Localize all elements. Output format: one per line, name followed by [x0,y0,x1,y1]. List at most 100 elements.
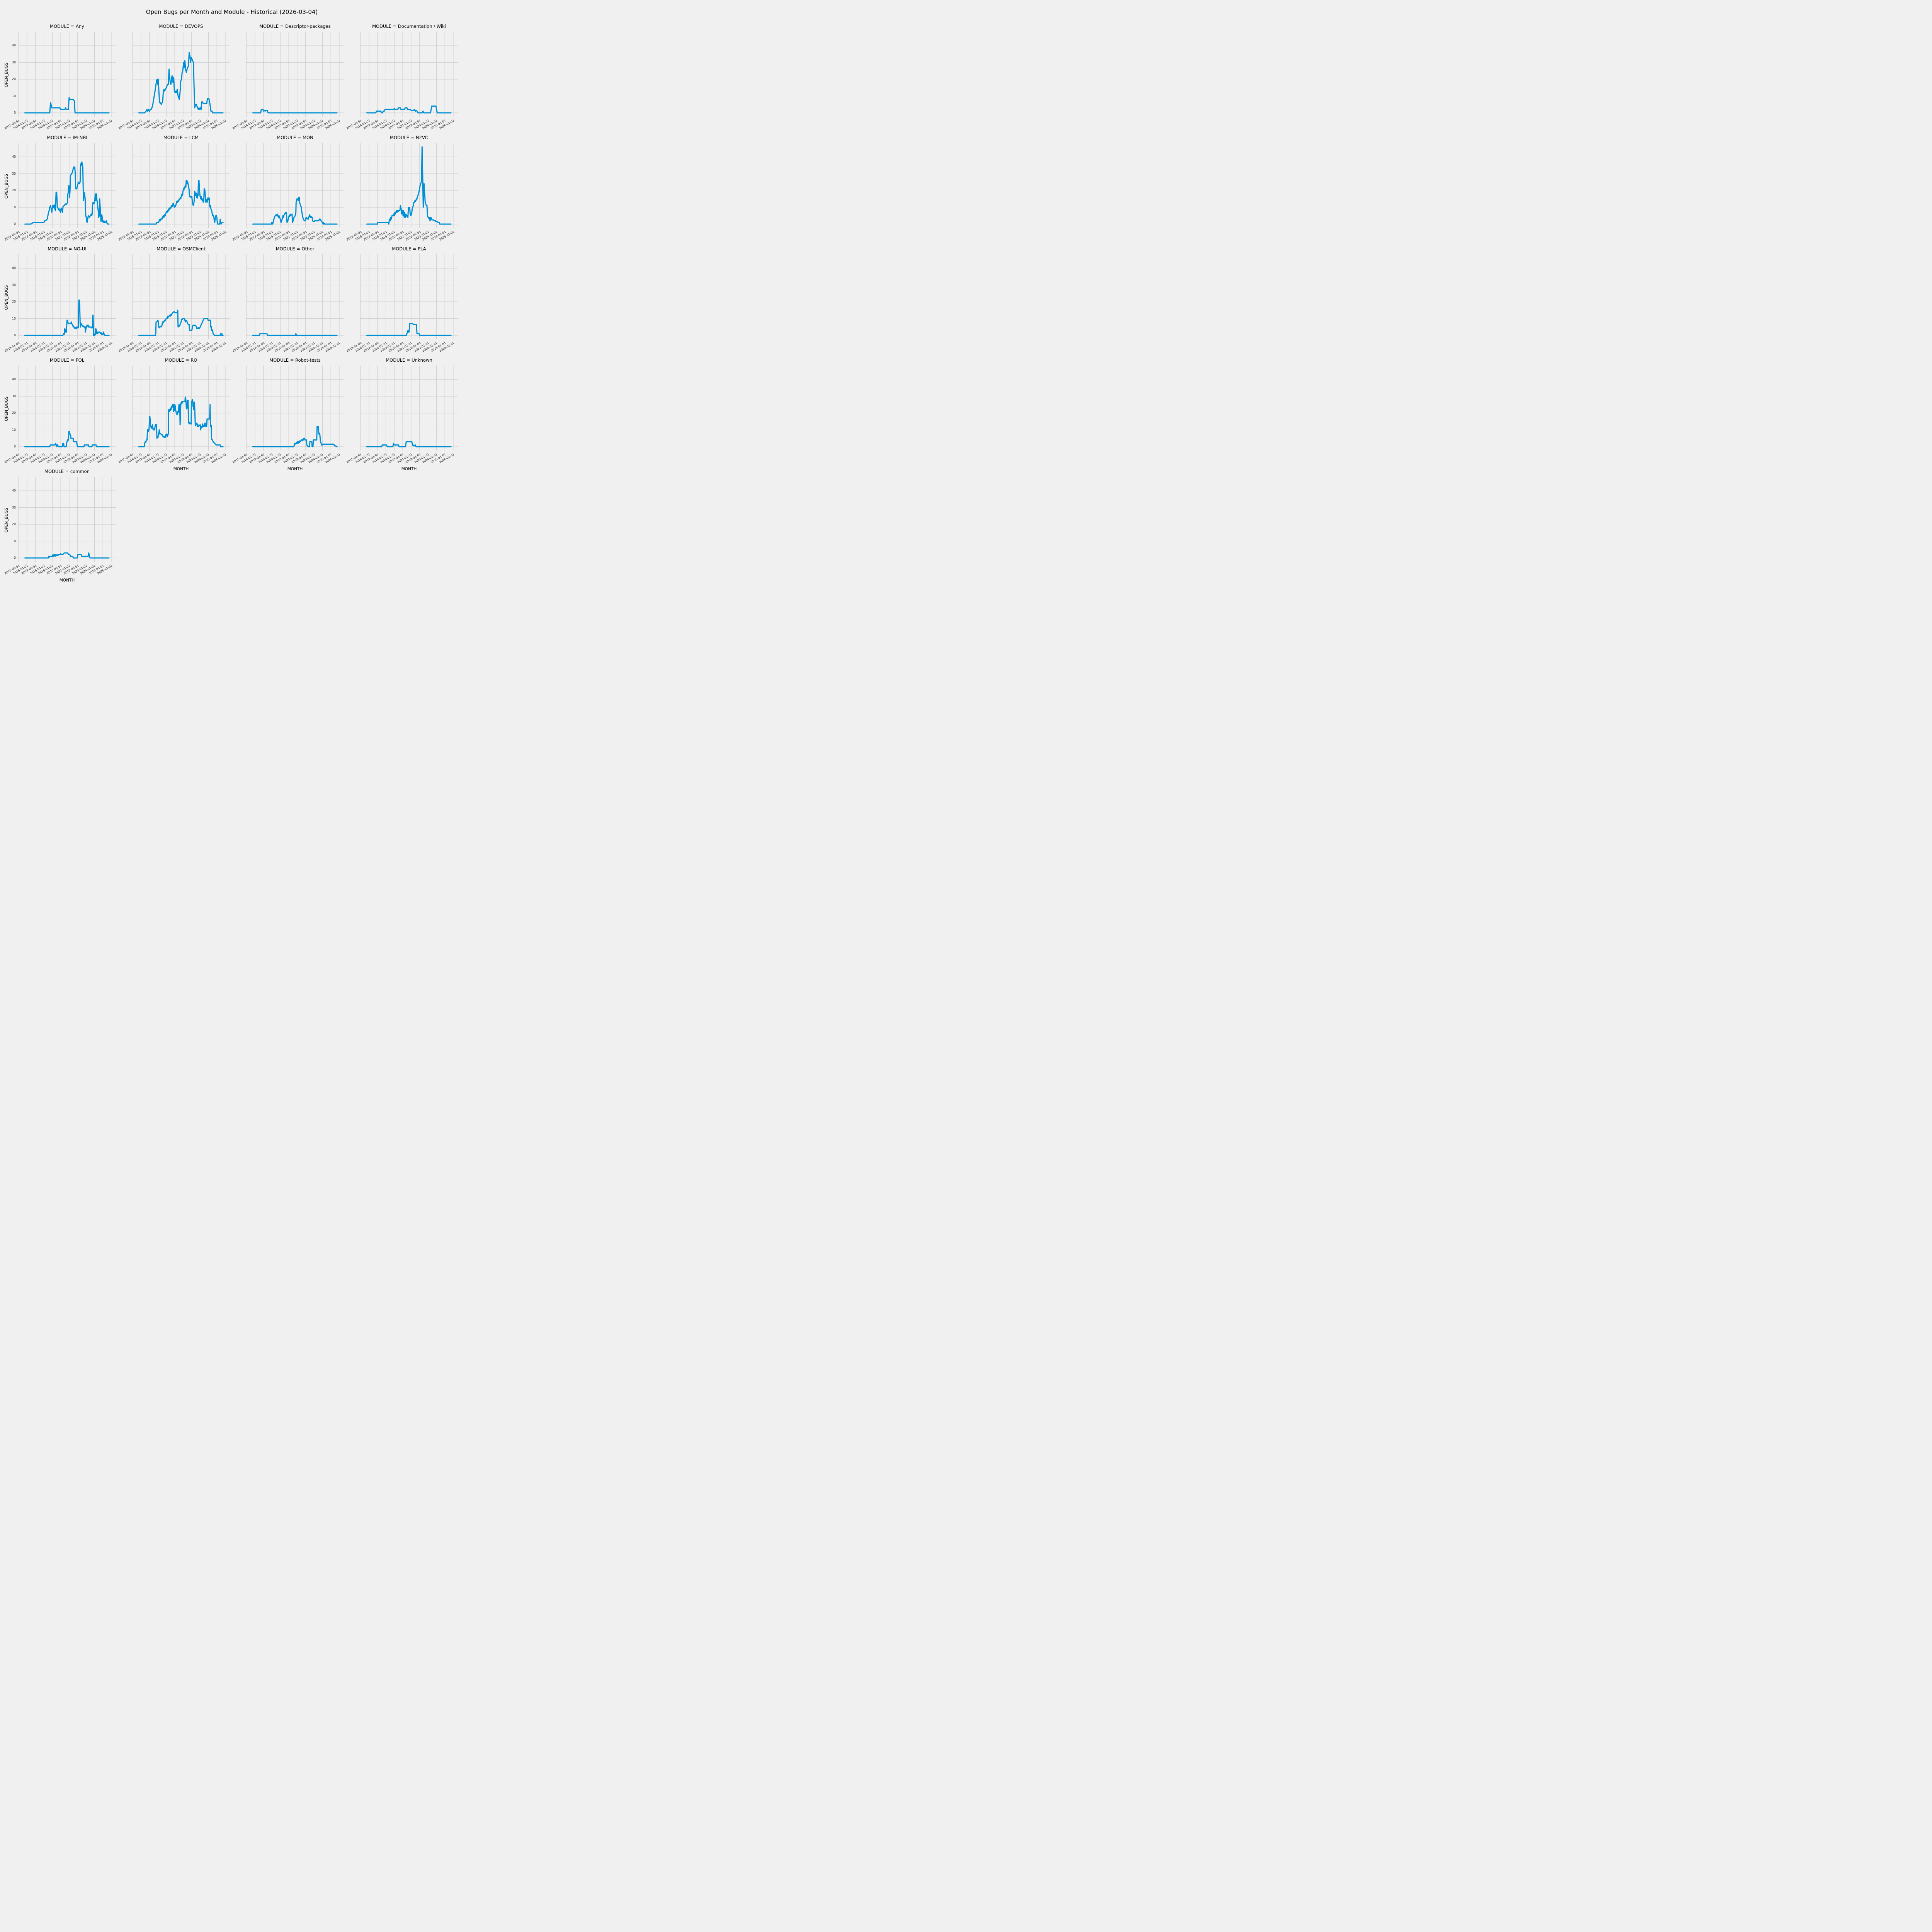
line-chart-MON [246,143,344,228]
y-tick-label: 40 [12,44,16,48]
y-axis-label: OPEN_BUGS [4,507,9,532]
line-chart-IM-NBI [18,143,116,228]
y-tick-label: 10 [12,316,16,320]
subplot-title: MODULE = PLA [392,246,426,252]
line-chart-OSMClient [132,254,230,339]
gridlines [246,143,344,228]
line-chart-Descriptor-packages [246,32,344,117]
line-chart-RO [132,366,230,451]
subplot-RO: MODULE = RO 2015-01-01 2016-01-01 2017-01-0… [118,357,230,471]
y-tick-label: 40 [12,489,16,493]
y-tick-label: 20 [12,189,16,192]
y-tick-label: 20 [12,522,16,526]
x-axis-label: MONTH [287,467,303,471]
series-line [252,426,338,447]
line-chart-common [18,477,116,562]
series-line [138,310,224,336]
subplot-POL: MODULE = POL 2015-01-01 2016-01-01 2017-01-… [4,357,116,464]
y-axis-label: OPEN_BUGS [4,285,9,310]
subplot-PLA: MODULE = PLA 2015-01-01 2016-01-01 2017-01-… [346,246,458,353]
gridlines [18,32,116,117]
subplot-title: MODULE = DEVOPS [159,24,203,29]
y-tick-label: 30 [12,60,16,64]
y-tick-label: 20 [12,77,16,81]
subplot-title: MODULE = N2VC [390,135,428,140]
series-line [366,105,452,114]
subplot-title: MODULE = RO [165,357,197,363]
subplot-title: MODULE = Any [50,24,84,29]
figure-title: Open Bugs per Month and Module - Histori… [146,9,318,15]
line-chart-Other [246,254,344,339]
line-chart-Unknown [360,366,458,451]
series-line [366,323,452,336]
y-tick-label: 0 [14,222,16,226]
y-tick-label: 20 [12,300,16,303]
x-axis-label: MONTH [59,578,75,583]
subplot-title: MODULE = LCM [163,135,199,140]
series-line [366,441,452,447]
line-chart-Documentation / Wiki [360,32,458,117]
y-tick-label: 30 [12,505,16,509]
subplot-title: MODULE = POL [49,357,85,363]
line-chart-DEVOPS [132,32,230,117]
y-axis-label: OPEN_BUGS [4,396,9,421]
y-tick-label: 30 [12,172,16,175]
series-line [24,431,110,447]
x-axis-label: MONTH [173,467,189,471]
subplot-Unknown: MODULE = Unknown 2015-01-01 2016-01-01 2017… [346,357,458,471]
gridlines [246,32,344,117]
subplot-title: MODULE = Documentation / Wiki [372,24,446,29]
series-line [252,196,338,225]
line-chart-NG-UI [18,254,116,339]
gridlines [18,477,116,562]
gridlines [18,143,116,228]
subplot-IM-NBI: MODULE = IM-NBI 2015-01-01 2016-01-01 2017-… [4,135,116,242]
subplot-title: MODULE = Robot-tests [269,357,321,363]
y-axis-label: OPEN_BUGS [4,62,9,87]
subplot-NG-UI: MODULE = NG-UI 2015-01-01 2016-01-01 2017-0… [4,246,116,353]
y-tick-label: 10 [12,539,16,543]
y-tick-label: 20 [12,411,16,415]
subplot-title: MODULE = NG-UI [48,246,87,252]
subplot-LCM: MODULE = LCM 2015-01-01 2016-01-01 2017-01-… [118,135,230,242]
gridlines [132,366,230,451]
y-tick-label: 40 [12,155,16,159]
series-line [252,109,338,114]
gridlines [246,366,344,451]
subplot-Robot-tests: MODULE = Robot-tests 2015-01-01 2016-01-01… [232,357,344,471]
gridlines [360,366,458,451]
subplot-common: MODULE = common 2015-01-01 2016-01-01 2017-… [4,469,116,583]
gridlines [132,32,230,117]
series-line [24,299,110,336]
y-tick-label: 10 [12,428,16,432]
subplot-title: MODULE = Other [276,246,315,252]
subplot-title: MODULE = MON [277,135,313,140]
subplot-OSMClient: MODULE = OSMClient 2015-01-01 2016-01-01 20… [118,246,230,353]
subplot-title: MODULE = OSMClient [156,246,206,252]
series-line [24,552,110,559]
gridlines [132,254,230,339]
line-chart-Robot-tests [246,366,344,451]
series-line [366,146,452,225]
series-line [252,333,338,336]
line-chart-Any [18,32,116,117]
subplot-N2VC: MODULE = N2VC 2015-01-01 2016-01-01 2017-01… [346,135,458,242]
subplot-MON: MODULE = MON 2015-01-01 2016-01-01 2017-01-… [232,135,344,242]
gridlines [360,143,458,228]
y-tick-label: 10 [12,205,16,209]
y-tick-label: 40 [12,266,16,270]
subplot-title: MODULE = Unknown [386,357,432,363]
y-tick-label: 0 [14,445,16,448]
subplot-Any: MODULE = Any 2015-01-01 2016-01-01 2017-01-… [4,24,116,130]
y-tick-label: 10 [12,94,16,98]
series-line [138,51,224,114]
gridlines [246,254,344,339]
y-tick-label: 0 [14,556,16,560]
subplot-title: MODULE = common [44,469,90,474]
subplot-Other: MODULE = Other 2015-01-01 2016-01-01 2017-0… [232,246,344,353]
subplot-title: MODULE = IM-NBI [47,135,87,140]
y-tick-label: 30 [12,394,16,398]
gridlines [360,32,458,117]
y-tick-label: 30 [12,283,16,287]
gridlines [132,143,230,228]
